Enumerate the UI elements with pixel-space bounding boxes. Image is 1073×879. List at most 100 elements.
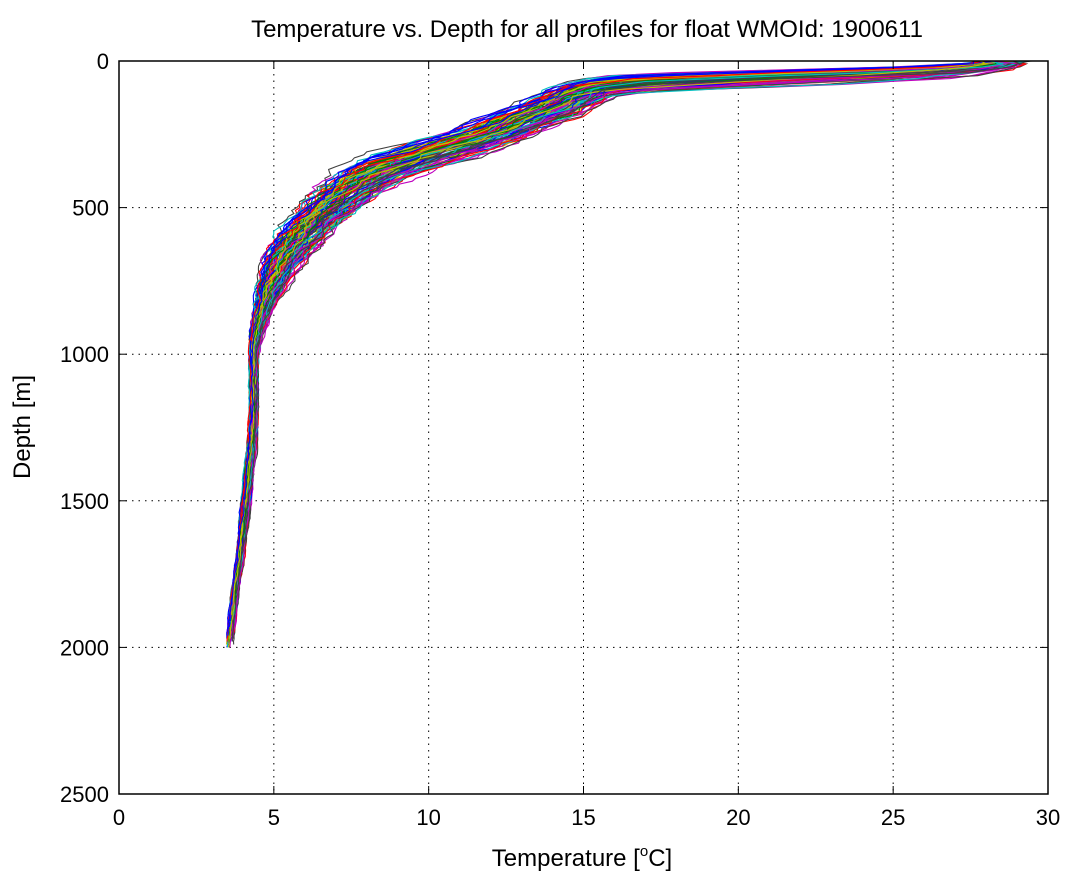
profile-line [233, 60, 1028, 625]
profile-line [229, 60, 975, 622]
profile-line [226, 60, 1029, 636]
profile-line [232, 60, 1029, 636]
profile-line [229, 60, 1008, 613]
profile-line [226, 60, 999, 639]
y-tick-label: 1500 [60, 489, 109, 514]
profile-line [230, 60, 1022, 613]
x-axis-title: Temperature [oC] [492, 843, 672, 872]
profile-line [227, 60, 1028, 636]
profile-line [228, 60, 997, 627]
profile-line [232, 60, 1018, 616]
x-tick-label: 15 [571, 805, 595, 830]
profile-line [228, 60, 990, 639]
y-axis-title: Depth [m] [9, 375, 36, 479]
profile-line [225, 60, 1016, 645]
profile-line [232, 60, 1011, 633]
profile-line [229, 60, 993, 630]
profile-line [226, 60, 1006, 648]
profile-line [231, 60, 993, 616]
profile-line [231, 60, 1011, 639]
profile-line [230, 60, 1031, 630]
profile-line [230, 60, 1009, 636]
profile-line [231, 60, 1017, 616]
profile-line [232, 60, 1013, 627]
profile-line [230, 60, 994, 628]
profile-line [230, 60, 994, 624]
profile-line [232, 60, 996, 616]
axis-ticks [118, 60, 1049, 795]
profile-line [227, 60, 1001, 633]
profile-line [229, 60, 1005, 639]
profile-line [229, 60, 984, 613]
profile-line [234, 60, 1024, 630]
profile-line [232, 60, 1025, 636]
profile-line [233, 60, 1015, 619]
profile-line [233, 60, 1001, 613]
profile-line [227, 60, 980, 639]
profile-line [232, 60, 1020, 639]
profile-line [233, 60, 1015, 624]
profile-line [231, 60, 989, 622]
profile-line [233, 60, 1020, 624]
profile-line [226, 60, 1005, 642]
profile-line [230, 60, 1010, 636]
profile-line [231, 60, 1030, 633]
y-tick-label: 1000 [60, 342, 109, 367]
x-tick-label: 25 [881, 805, 905, 830]
x-tick-labels: 0 5 10 15 20 25 30 [113, 805, 1060, 830]
profile-line [227, 60, 1013, 616]
y-tick-labels: 0 500 1000 1500 2000 2500 [60, 49, 109, 807]
profile-line [229, 60, 1005, 639]
profile-line [228, 60, 990, 628]
profile-line [231, 60, 1014, 636]
profile-line [228, 60, 1007, 622]
profile-line [231, 60, 1013, 633]
profile-line [229, 60, 982, 642]
profile-line [228, 60, 998, 627]
y-tick-label: 0 [97, 49, 109, 74]
profile-line [231, 60, 1019, 639]
profile-line [230, 60, 988, 619]
profile-line [232, 60, 1011, 613]
x-tick-label: 30 [1036, 805, 1060, 830]
profile-line [226, 60, 979, 636]
profile-line [232, 60, 1023, 627]
profile-line [228, 60, 992, 642]
profile-lines [225, 60, 1033, 648]
profile-line [231, 60, 1014, 624]
profile-line [229, 60, 985, 622]
y-tick-label: 2000 [60, 635, 109, 660]
profile-line [233, 60, 1021, 627]
x-axis-title-main: Temperature [ [492, 845, 640, 872]
y-tick-label: 2500 [60, 782, 109, 807]
profile-line [227, 60, 1002, 613]
profile-line [229, 60, 993, 639]
profile-line [231, 60, 1026, 636]
profile-line [230, 60, 990, 613]
profile-line [227, 60, 990, 636]
profile-line [227, 60, 1011, 642]
profile-line [228, 60, 1002, 645]
profile-line [233, 60, 1004, 624]
profile-line [229, 60, 997, 636]
profile-line [229, 60, 1000, 636]
profile-line [231, 60, 1013, 636]
profile-line [227, 60, 1006, 639]
profile-line [233, 60, 1014, 628]
profile-line [228, 60, 1019, 633]
profile-line [227, 60, 989, 648]
profile-line [231, 60, 1000, 622]
profile-line [231, 60, 1023, 630]
profile-line [234, 60, 1021, 616]
profile-line [230, 60, 988, 616]
profile-line [233, 60, 1027, 633]
profile-line [232, 60, 1011, 639]
profile-line [226, 60, 1018, 636]
profile-line [229, 60, 977, 619]
profile-line [231, 60, 998, 627]
profile-line [229, 60, 988, 639]
profile-line [231, 60, 1033, 613]
profile-line [229, 60, 1000, 616]
profile-line [232, 60, 1029, 645]
x-tick-label: 5 [268, 805, 280, 830]
